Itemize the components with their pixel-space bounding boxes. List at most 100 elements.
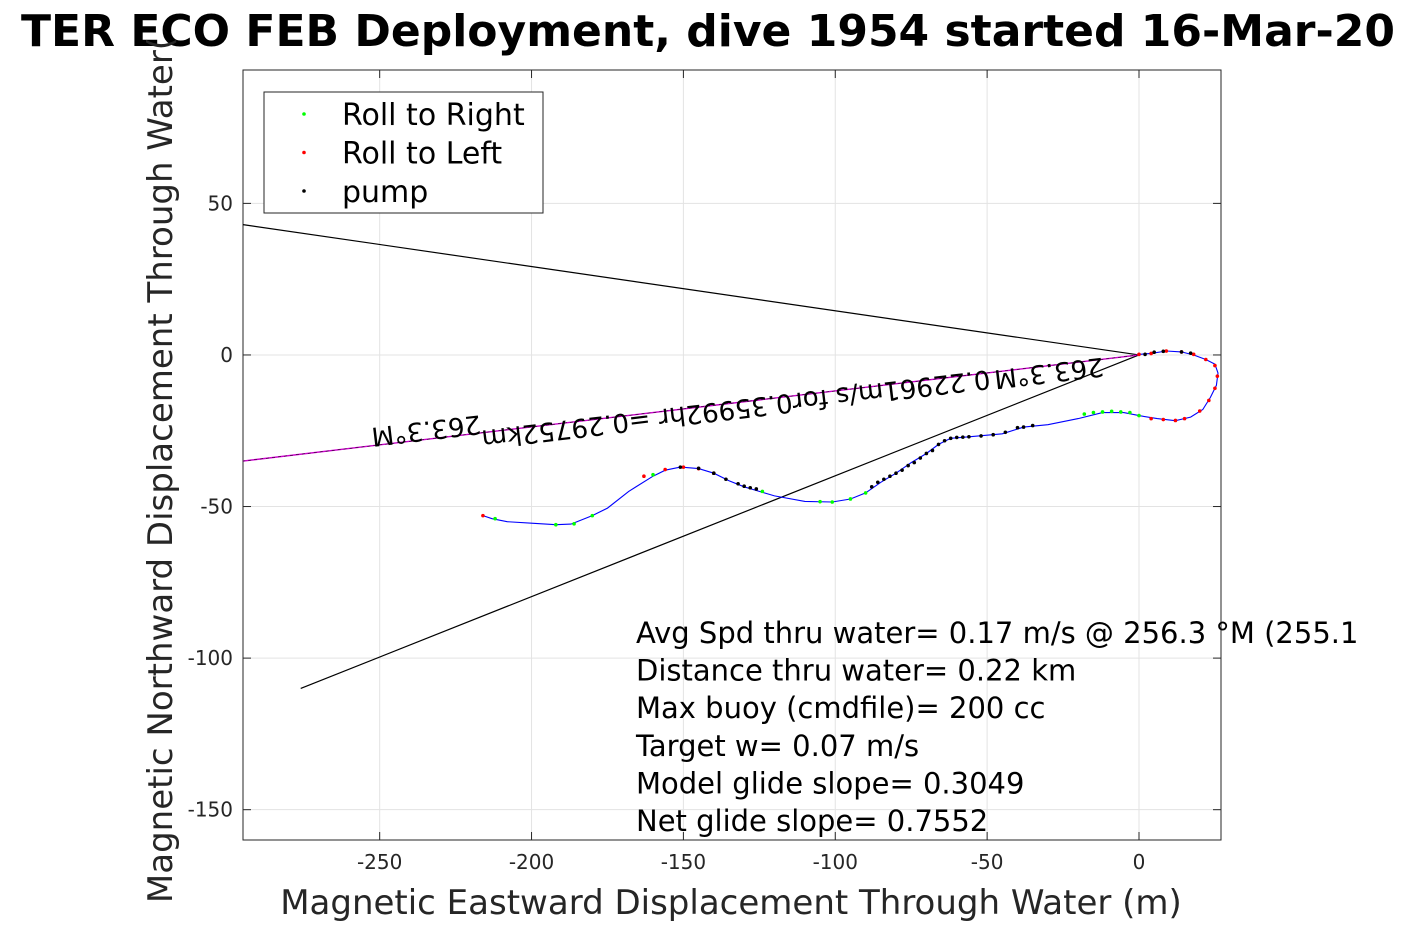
pump-marker bbox=[1143, 352, 1147, 357]
roll-right-marker bbox=[572, 522, 576, 526]
y-axis-label: Magnetic Northward Displacement Through … bbox=[141, 37, 181, 903]
pump-marker bbox=[961, 435, 965, 439]
stats-line: Max buoy (cmdfile)= 200 cc bbox=[636, 691, 1045, 725]
pump-marker bbox=[948, 436, 953, 441]
roll-left-marker bbox=[1182, 416, 1187, 421]
pump-marker bbox=[979, 434, 983, 438]
roll-left-marker bbox=[1149, 416, 1153, 421]
legend-label: pump bbox=[342, 175, 428, 210]
roll-left-marker bbox=[1197, 409, 1202, 413]
roll-left-marker bbox=[663, 467, 667, 472]
pump-marker bbox=[1015, 425, 1020, 430]
pump-marker bbox=[912, 460, 917, 465]
pump-marker bbox=[882, 477, 886, 482]
legend-label: Roll to Right bbox=[342, 98, 525, 133]
roll-right-marker bbox=[1082, 412, 1087, 416]
pump-marker bbox=[754, 487, 759, 491]
heading-labels: 263.3°M0.22961m/s for0.35992hr =0.29752k… bbox=[370, 351, 1105, 454]
roll-left-marker bbox=[1191, 352, 1196, 357]
stats-line: Distance thru water= 0.22 km bbox=[636, 654, 1076, 688]
pump-marker bbox=[930, 448, 935, 453]
roll-right-marker bbox=[760, 489, 765, 494]
y-tick-label: 0 bbox=[220, 343, 233, 367]
x-tick-label: -200 bbox=[509, 850, 554, 874]
axis-ticks: -250 -200 -150 -100 -50 0 50 0 -50 -100 -150 bbox=[188, 70, 1221, 874]
roll-left-marker bbox=[481, 513, 485, 518]
pump-marker bbox=[936, 442, 941, 447]
pump-marker bbox=[894, 471, 898, 475]
roll-left-marker bbox=[1161, 417, 1166, 422]
x-tick-label: -50 bbox=[971, 850, 1004, 874]
pump-marker bbox=[991, 432, 996, 437]
x-tick-label: 0 bbox=[1133, 850, 1146, 874]
roll-right-marker bbox=[1109, 409, 1114, 414]
heading-label: 263.3°M bbox=[370, 408, 483, 451]
roll-left-marker bbox=[1149, 351, 1153, 356]
legend-marker bbox=[302, 112, 306, 116]
x-tick-label: -100 bbox=[813, 850, 858, 874]
roll-left-marker bbox=[1137, 352, 1141, 357]
pump-marker bbox=[942, 438, 947, 443]
pump-marker bbox=[1003, 430, 1008, 435]
pump-marker bbox=[736, 481, 740, 486]
roll-right-marker bbox=[830, 500, 835, 504]
roll-right-marker bbox=[1118, 410, 1123, 414]
heading-label: 263.3°M bbox=[993, 351, 1106, 394]
plot-area bbox=[242, 69, 1222, 841]
legend-marker bbox=[302, 189, 306, 193]
stats-line: Avg Spd thru water= 0.17 m/s @ 256.3 °M … bbox=[636, 616, 1358, 650]
pump-marker bbox=[748, 485, 753, 490]
chart-title: TER ECO FEB Deployment, dive 1954 starte… bbox=[21, 6, 1395, 57]
x-tick-label: -150 bbox=[661, 850, 706, 874]
pump-marker bbox=[1161, 349, 1166, 354]
pump-marker bbox=[1188, 351, 1193, 355]
reference-line bbox=[242, 224, 1140, 356]
reference-lines bbox=[242, 224, 1140, 689]
pump-marker bbox=[1179, 350, 1184, 354]
pump-marker bbox=[906, 463, 910, 468]
roll-left-marker bbox=[1204, 357, 1208, 362]
reference-line bbox=[300, 354, 1140, 689]
x-axis-label: Magnetic Eastward Displacement Through W… bbox=[280, 883, 1182, 923]
roll-left-marker bbox=[1213, 363, 1217, 368]
stats-annotation: Avg Spd thru water= 0.17 m/s @ 256.3 °M … bbox=[635, 616, 1358, 838]
pump-marker bbox=[900, 468, 904, 472]
pump-marker bbox=[742, 484, 746, 489]
y-tick-label: -150 bbox=[188, 798, 233, 822]
pump-marker bbox=[678, 465, 683, 469]
stats-line: Net glide slope= 0.7552 bbox=[636, 804, 988, 838]
y-tick-label: -50 bbox=[200, 495, 233, 519]
y-tick-label: 50 bbox=[208, 191, 233, 215]
roll-right-marker bbox=[1128, 410, 1132, 415]
roll-left-marker bbox=[642, 474, 646, 479]
x-tick-label: -250 bbox=[357, 850, 402, 874]
pump-marker bbox=[967, 435, 971, 439]
pump-marker bbox=[924, 451, 929, 456]
roll-right-marker bbox=[818, 499, 822, 504]
roll-right-marker bbox=[848, 497, 853, 501]
pump-marker bbox=[711, 471, 716, 475]
legend-label: Roll to Left bbox=[342, 137, 502, 172]
roll-left-marker bbox=[1207, 398, 1211, 403]
pump-marker bbox=[918, 456, 923, 460]
heading-line-dash bbox=[242, 354, 1140, 462]
pump-marker bbox=[1030, 423, 1035, 428]
stats-line: Target w= 0.07 m/s bbox=[635, 729, 919, 763]
roll-right-marker bbox=[554, 522, 558, 527]
pump-marker bbox=[696, 466, 701, 471]
roll-right-marker bbox=[1100, 410, 1105, 414]
pump-marker bbox=[1152, 350, 1156, 355]
roll-left-marker bbox=[1213, 386, 1217, 391]
heading-label: 0.22961m/s for0.35992hr =0.29752km bbox=[480, 363, 992, 453]
stats-line: Model glide slope= 0.3049 bbox=[636, 766, 1024, 800]
roll-right-marker bbox=[1137, 413, 1141, 418]
roll-right-marker bbox=[493, 516, 497, 521]
track-markers bbox=[481, 349, 1220, 527]
roll-right-marker bbox=[863, 491, 868, 495]
pump-marker bbox=[1021, 425, 1026, 429]
roll-left-marker bbox=[681, 465, 686, 469]
pump-marker bbox=[954, 435, 959, 440]
roll-right-marker bbox=[651, 472, 655, 477]
pump-marker bbox=[869, 485, 874, 489]
